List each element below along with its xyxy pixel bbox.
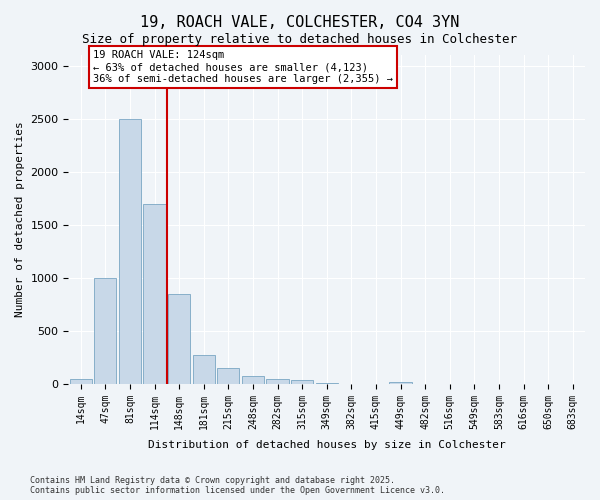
Bar [389, 382, 412, 384]
Bar [143, 204, 166, 384]
Bar [266, 378, 289, 384]
Y-axis label: Number of detached properties: Number of detached properties [15, 122, 25, 318]
Text: 19 ROACH VALE: 124sqm
← 63% of detached houses are smaller (4,123)
36% of semi-d: 19 ROACH VALE: 124sqm ← 63% of detached … [93, 50, 393, 84]
Text: Contains HM Land Registry data © Crown copyright and database right 2025.
Contai: Contains HM Land Registry data © Crown c… [30, 476, 445, 495]
Bar [291, 380, 313, 384]
Bar [119, 119, 141, 384]
Bar [217, 368, 239, 384]
Bar [168, 294, 190, 384]
Bar [193, 356, 215, 384]
Bar [242, 376, 264, 384]
Bar [70, 378, 92, 384]
Bar [94, 278, 116, 384]
Text: 19, ROACH VALE, COLCHESTER, CO4 3YN: 19, ROACH VALE, COLCHESTER, CO4 3YN [140, 15, 460, 30]
Text: Size of property relative to detached houses in Colchester: Size of property relative to detached ho… [83, 32, 517, 46]
X-axis label: Distribution of detached houses by size in Colchester: Distribution of detached houses by size … [148, 440, 506, 450]
